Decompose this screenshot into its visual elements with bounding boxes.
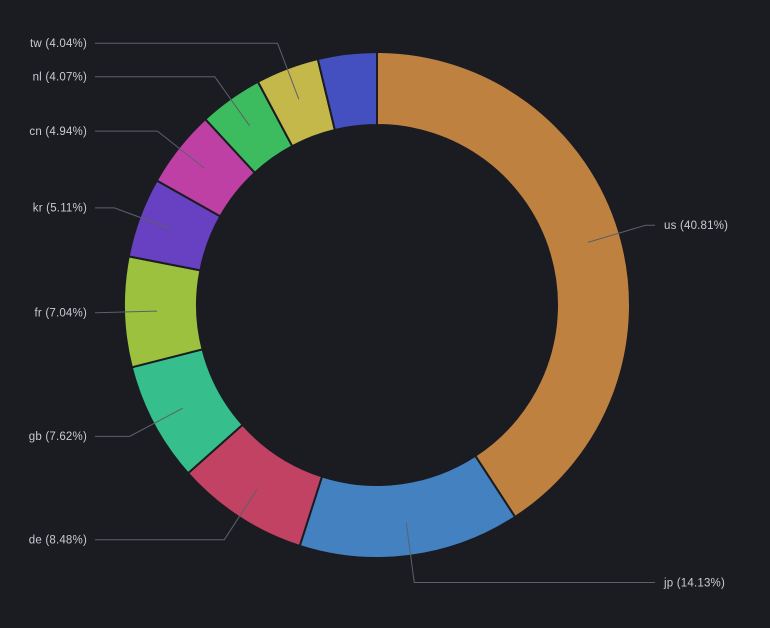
label-line-nl bbox=[95, 76, 250, 126]
label-line-fr bbox=[95, 310, 158, 314]
slice-label-de: de (8.48%) bbox=[29, 535, 87, 547]
label-line-tw bbox=[95, 42, 300, 100]
slice-us[interactable] bbox=[376, 50, 631, 519]
slice-jp[interactable] bbox=[298, 454, 517, 559]
slice-label-us: us (40.81%) bbox=[664, 220, 728, 232]
label-line-cn bbox=[95, 130, 205, 169]
slice-label-nl: nl (4.07%) bbox=[33, 72, 87, 84]
label-line-us bbox=[587, 224, 655, 243]
slice-label-cn: cn (4.94%) bbox=[29, 126, 87, 138]
slice-label-kr: kr (5.11%) bbox=[33, 203, 87, 215]
label-line-gb bbox=[95, 407, 183, 437]
label-line-de bbox=[95, 489, 258, 541]
slice-label-fr: fr (7.04%) bbox=[35, 308, 88, 320]
slice-label-jp: jp (14.13%) bbox=[663, 577, 725, 589]
label-line-jp bbox=[405, 522, 655, 584]
slice-label-tw: tw (4.04%) bbox=[30, 38, 87, 50]
slice-label-gb: gb (7.62%) bbox=[29, 431, 87, 443]
label-line-kr bbox=[95, 207, 171, 230]
slice-unlabeled[interactable] bbox=[316, 50, 378, 132]
